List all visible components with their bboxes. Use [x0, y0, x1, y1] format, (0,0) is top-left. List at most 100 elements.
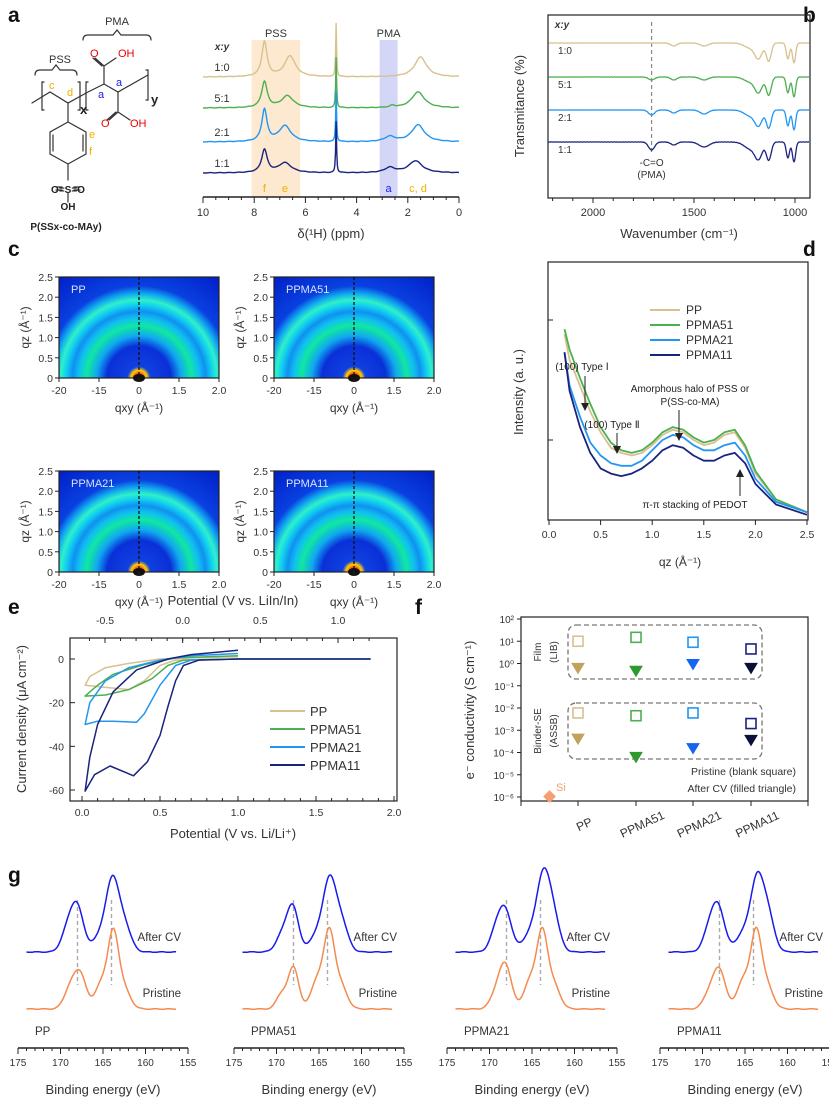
- nmr-trace-label: 1:0: [214, 62, 229, 74]
- panel-label-f: f: [415, 596, 423, 619]
- conductivity-y-tick-label: 10⁻²: [494, 704, 514, 715]
- nmr-band-pss: [251, 40, 301, 197]
- pristine-square-PPMA11: [745, 643, 757, 655]
- ftir-trace-label: 2:1: [558, 113, 572, 124]
- pss-label: PSS: [49, 54, 71, 66]
- group-label-film: (LIB): [549, 641, 560, 663]
- panel-label-e: e: [8, 596, 20, 619]
- ftir-trace-label: 1:1: [558, 145, 572, 156]
- heatmap-y-tick-label: 2.0: [253, 292, 268, 304]
- heatmap-y-tick-label: 0: [262, 373, 268, 385]
- heatmap-y-tick-label: 0: [47, 373, 53, 385]
- xps-x-tick-label: 175: [226, 1058, 243, 1069]
- oxygen-label: O: [90, 48, 99, 60]
- heatmap-y-tick-label: 1.0: [38, 333, 53, 345]
- pristine-square-PP: [572, 707, 584, 719]
- legend-label-PPMA11: PPMA11: [686, 348, 733, 362]
- heatmap-y-tick-label: 0: [262, 567, 268, 579]
- linecut-x-tick-label: 0.0: [542, 529, 557, 541]
- heatmap-y-tick-label: 0.5: [253, 547, 268, 559]
- subscript-x: x: [80, 102, 88, 117]
- hydroxyl-label: OH: [118, 48, 135, 60]
- cv-curve-PPMA51: [84, 654, 371, 697]
- xps-x-tick-label: 155: [396, 1058, 413, 1069]
- nmr-x-tick-label: 6: [302, 207, 308, 219]
- ftir-x-tick-label: 1500: [682, 207, 706, 219]
- arrowhead: [675, 433, 683, 441]
- heatmap-x-tick-label: 2.0: [427, 385, 442, 397]
- nmr-x-tick-label: 0: [456, 207, 462, 219]
- category-label-PPMA11: PPMA11: [733, 808, 781, 840]
- ftir-trace-1:1: [548, 141, 810, 163]
- pristine-square-PPMA21: [687, 636, 699, 649]
- heatmap-y-tick-label: 0.5: [38, 353, 53, 365]
- heatmap-x-tick-label: 0: [351, 385, 357, 397]
- nmr-trace-label: 1:1: [214, 158, 229, 170]
- xps-x-axis-title: Binding energy (eV): [262, 1082, 377, 1097]
- heatmap-sample-label: PPMA21: [71, 478, 114, 490]
- xps-series-label-pristine: Pristine: [359, 988, 397, 1000]
- chemical-structure: PSS PMA O OH O OH c d a a x y e f O=S=O …: [30, 16, 159, 233]
- ftir-trace-label: 1:0: [558, 46, 572, 57]
- heatmap-y-tick-label: 2.5: [253, 466, 268, 478]
- heatmap-y-tick-label: 1.5: [253, 506, 268, 518]
- legend-label-PP: PP: [310, 704, 327, 719]
- linecut-plot-frame: [547, 261, 809, 521]
- heatmap-x-tick-label: -15: [91, 385, 106, 397]
- xps-x-tick-label: 175: [10, 1058, 27, 1069]
- nmr-x-tick-label: 8: [251, 207, 257, 219]
- xps-trace-after-cv-PP: [26, 874, 177, 954]
- annotation-amorphous: Amorphous halo of PSS or: [631, 384, 750, 395]
- after-cv-triangle-PPMA21: [686, 743, 700, 755]
- xps-x-tick-label: 165: [311, 1058, 328, 1069]
- xps-x-tick-label: 170: [52, 1058, 69, 1069]
- cv-curve-PP: [84, 656, 371, 691]
- nmr-x-axis-title: δ(¹H) (ppm): [297, 226, 364, 241]
- ftir-x-tick-label: 2000: [581, 207, 605, 219]
- xps-x-tick-label: 160: [566, 1058, 583, 1069]
- arrowhead: [736, 469, 744, 477]
- heatmap-y-tick-label: 2.0: [38, 292, 53, 304]
- proton-label-a: a: [98, 89, 105, 101]
- heatmap-x-tick-label: -20: [51, 579, 66, 591]
- heatmap-x-tick-label: 1.5: [172, 385, 187, 397]
- conductivity-y-tick-label: 10⁻¹: [494, 682, 514, 693]
- heatmap-y-tick-label: 1.0: [253, 333, 268, 345]
- nmr-trace-5:1: [202, 56, 460, 109]
- xps-x-tick-label: 165: [737, 1058, 754, 1069]
- xps-series-label-after-cv: After CV: [354, 932, 398, 944]
- heatmap-y-tick-label: 2.0: [38, 486, 53, 498]
- nmr-legend-title: x:y: [214, 42, 230, 53]
- pristine-square-PPMA51: [630, 631, 642, 644]
- cv-plot-frame: [69, 637, 398, 802]
- xps-x-tick-label: 155: [822, 1058, 829, 1069]
- xps-x-tick-label: 175: [652, 1058, 669, 1069]
- heatmap-y-tick-label: 0.5: [253, 353, 268, 365]
- heatmap-x-tick-label: -20: [266, 579, 281, 591]
- cv-x2-tick-label: 0.0: [175, 615, 190, 627]
- after-cv-triangle-PPMA51: [629, 665, 643, 678]
- xps-sample-label: PPMA21: [464, 1026, 509, 1038]
- legend-text-after-cv: After CV (filled triangle): [687, 783, 796, 795]
- xps-x-tick-label: 175: [439, 1058, 456, 1069]
- cv-x-tick-label: 1.0: [231, 807, 246, 819]
- oxygen-label: O: [101, 118, 110, 130]
- heatmap-x-tick-label: 1.5: [172, 579, 187, 591]
- conductivity-y-axis-title: e⁻ conductivity (S cm⁻¹): [462, 641, 477, 780]
- category-label-PP: PP: [574, 815, 594, 834]
- group-label-binder: (ASSB): [549, 714, 560, 747]
- cv-y-tick-label: -40: [49, 741, 64, 753]
- xps-x-axis-title: Binding energy (eV): [46, 1082, 161, 1097]
- legend-label-PP: PP: [686, 303, 702, 317]
- ftir-co-label: -C=O: [639, 158, 663, 169]
- group-label-film: Film: [533, 643, 544, 662]
- heatmap-x-tick-label: 0: [351, 579, 357, 591]
- ftir-legend-title: x:y: [554, 20, 570, 31]
- linecut-x-tick-label: 1.5: [696, 529, 711, 541]
- ftir-x-axis-title: Wavenumber (cm⁻¹): [620, 226, 738, 241]
- cv-curve-PPMA11: [84, 649, 371, 792]
- nmr-band-label: PMA: [377, 28, 402, 40]
- nmr-trace-1:1: [202, 120, 460, 174]
- heatmap-y-tick-label: 2.5: [38, 466, 53, 478]
